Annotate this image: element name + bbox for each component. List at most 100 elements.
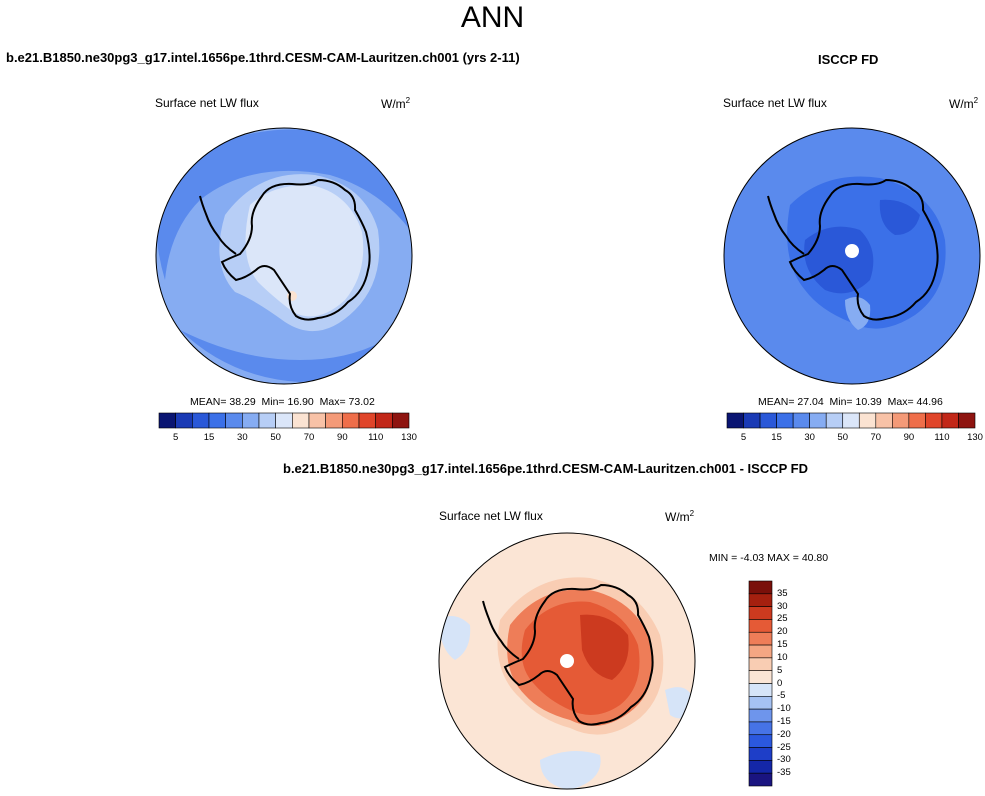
model-colorbar-box: [275, 412, 293, 429]
model-colorbar-box: [225, 412, 243, 429]
model-unit-label: W/m2: [381, 96, 411, 111]
diff-colorbar-tick-label: -5: [777, 690, 786, 702]
obs-colorbar-box: [908, 412, 926, 429]
obs-dark-patch-b: [879, 199, 920, 235]
diff-colorbar-box: [748, 657, 773, 671]
obs-colorbar-box: [776, 412, 794, 429]
model-coastline: [220, 178, 371, 321]
diff-colorbar-tick-label: 10: [777, 651, 788, 663]
model-colorbar-box: [308, 412, 326, 429]
model-colorbar-box: [375, 412, 393, 429]
obs-panel-title: ISCCP FD: [818, 52, 879, 67]
diff-colorbar-tick-label: 5: [777, 664, 783, 676]
diff-colorbar-box: [748, 760, 773, 774]
diff-colorbar-tick-label: 0: [777, 677, 783, 689]
model-colorbar-box: [258, 412, 276, 429]
diff-pole-mask: [560, 654, 574, 668]
diff-var-label: Surface net LW flux: [439, 509, 543, 523]
obs-colorbar-box: [875, 412, 893, 429]
obs-colorbar-box: [842, 412, 860, 429]
diff-colorbar-box: [748, 631, 773, 646]
diff-colorbar-tick-label: 20: [777, 626, 788, 638]
obs-colorbar-tick-label: 15: [771, 432, 782, 443]
obs-colorbar-box: [825, 412, 844, 429]
model-colorbar-box: [392, 412, 410, 429]
diff-colorbar-tick-label: 35: [777, 587, 788, 599]
model-colorbar-tick-label: 110: [368, 432, 384, 443]
diff-colorbar-box: [748, 747, 773, 761]
model-colorbar-box: [242, 412, 260, 429]
diff-colorbar-tick-label: -10: [777, 703, 791, 715]
obs-map-border: [723, 127, 981, 385]
model-colorbar-tick-label: 5: [173, 432, 179, 443]
model-colorbar-box: [342, 412, 360, 429]
model-colorbar-tick-label: 50: [270, 432, 281, 443]
diff-unit-label: W/m2: [665, 509, 695, 524]
diff-cool-patch-south: [540, 751, 601, 789]
diff-colorbar-box: [748, 708, 773, 723]
diff-colorbar-tick-label: -25: [777, 741, 791, 753]
diff-coastline: [503, 583, 654, 726]
model-panel-title: b.e21.B1850.ne30pg3_g17.intel.1656pe.1th…: [6, 50, 520, 65]
obs-dark-patch-a: [804, 226, 874, 294]
diff-colorbar-box: [748, 619, 773, 633]
model-map-border: [155, 127, 413, 385]
model-interior: [245, 185, 364, 317]
model-colorbar-box: [325, 412, 343, 429]
diff-colorbar-box: [748, 772, 773, 787]
diff-stats: MIN = -4.03 MAX = 40.80: [709, 552, 829, 564]
diff-peninsula: [482, 600, 520, 660]
obs-colorbar-tick-label: 110: [934, 432, 950, 443]
diff-max-patch: [580, 614, 629, 680]
model-colorbar-box: [358, 412, 376, 429]
obs-colorbar-box: [941, 412, 959, 429]
diff-colorbar-box: [748, 670, 773, 684]
obs-colorbar-box: [892, 412, 910, 429]
diff-colorbar-box: [748, 593, 773, 607]
diff-colorbar-box: [748, 683, 773, 697]
diff-colorbar-box: [748, 580, 773, 595]
obs-light-patch: [845, 296, 871, 330]
obs-unit-label: W/m2: [949, 96, 979, 111]
obs-coastline: [788, 178, 939, 321]
obs-colorbar-tick-label: 70: [870, 432, 882, 443]
obs-colorbar-box: [759, 412, 777, 429]
obs-colorbar: [726, 412, 976, 429]
diff-colorbar-tick-label: -35: [777, 767, 791, 779]
diff-colorbar: [748, 580, 773, 787]
obs-var-label: Surface net LW flux: [723, 96, 827, 110]
model-colorbar-tick-label: 15: [203, 432, 215, 443]
obs-stats: MEAN= 27.04 Min= 10.39 Max= 44.96: [758, 396, 943, 408]
obs-colorbar-tick-label: 90: [903, 432, 915, 443]
diff-colorbar-tick-label: 30: [777, 600, 788, 612]
obs-colorbar-box: [858, 412, 877, 429]
model-colorbar-box: [192, 412, 210, 429]
diff-colorbar-box: [748, 606, 773, 620]
model-colorbar-tick-label: 90: [337, 432, 348, 443]
model-peninsula: [199, 195, 237, 255]
obs-colorbar-tick-label: 50: [837, 432, 848, 443]
model-colorbar-tick-label: 130: [401, 432, 417, 443]
model-outer-band: [156, 129, 410, 280]
obs-colorbar-tick-label: 30: [804, 432, 815, 443]
model-colorbar: [158, 412, 410, 429]
diff-map-border: [438, 532, 696, 790]
diff-colorbar-tick-label: -15: [777, 715, 791, 727]
model-colorbar-box: [208, 412, 226, 429]
model-map: [156, 128, 412, 384]
diff-colorbar-box: [748, 696, 773, 710]
obs-pole-mask: [845, 244, 859, 258]
obs-colorbar-box: [743, 412, 761, 429]
model-colorbar-box: [158, 412, 176, 429]
diff-cool-patch-west: [439, 616, 471, 660]
model-colorbar-box: [175, 412, 193, 429]
diff-colorbar-box: [748, 721, 773, 736]
diff-colorbar-box: [748, 644, 773, 659]
diff-colorbar-tick-label: -20: [777, 728, 791, 740]
diff-colorbar-box: [748, 734, 773, 748]
model-colorbar-tick-label: 70: [303, 432, 315, 443]
obs-colorbar-box: [792, 412, 810, 429]
obs-colorbar-box: [809, 412, 827, 429]
diff-colorbar-tick-label: -30: [777, 754, 791, 766]
